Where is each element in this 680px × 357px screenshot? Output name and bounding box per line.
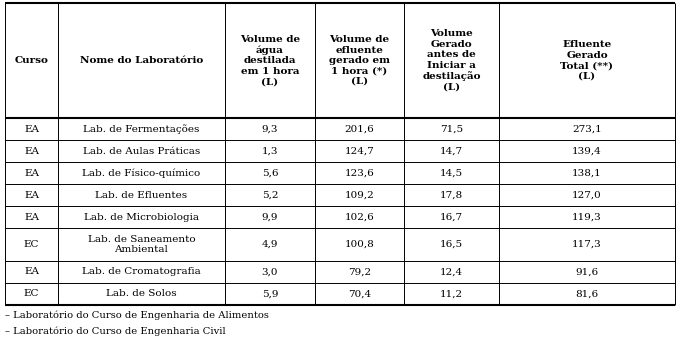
Text: 102,6: 102,6 — [345, 212, 375, 221]
Text: 17,8: 17,8 — [440, 191, 463, 200]
Text: 117,3: 117,3 — [572, 240, 602, 249]
Text: Lab. de Efluentes: Lab. de Efluentes — [95, 191, 188, 200]
Text: 5,9: 5,9 — [262, 290, 278, 298]
Text: Lab. de Fermentações: Lab. de Fermentações — [84, 124, 200, 134]
Text: 124,7: 124,7 — [345, 146, 375, 156]
Text: 16,5: 16,5 — [440, 240, 463, 249]
Text: Curso: Curso — [14, 56, 48, 65]
Text: 201,6: 201,6 — [345, 125, 375, 134]
Text: 127,0: 127,0 — [572, 191, 602, 200]
Text: 70,4: 70,4 — [348, 290, 371, 298]
Text: 9,9: 9,9 — [262, 212, 278, 221]
Text: Lab. de Físico-químico: Lab. de Físico-químico — [82, 168, 201, 178]
Text: 109,2: 109,2 — [345, 191, 375, 200]
Text: EC: EC — [24, 290, 39, 298]
Text: Lab. de Cromatografia: Lab. de Cromatografia — [82, 267, 201, 277]
Text: Lab. de Microbiologia: Lab. de Microbiologia — [84, 212, 199, 221]
Text: EA: EA — [24, 191, 39, 200]
Text: 5,6: 5,6 — [262, 169, 278, 177]
Text: EA: EA — [24, 125, 39, 134]
Text: 11,2: 11,2 — [440, 290, 463, 298]
Text: 119,3: 119,3 — [572, 212, 602, 221]
Text: – Laboratório do Curso de Engenharia Civil: – Laboratório do Curso de Engenharia Civ… — [5, 327, 226, 337]
Text: 71,5: 71,5 — [440, 125, 463, 134]
Text: 273,1: 273,1 — [572, 125, 602, 134]
Text: 123,6: 123,6 — [345, 169, 375, 177]
Text: Efluente
Gerado
Total (**)
(L): Efluente Gerado Total (**) (L) — [560, 40, 613, 81]
Text: 14,7: 14,7 — [440, 146, 463, 156]
Text: Volume de
água
destilada
em 1 hora
(L): Volume de água destilada em 1 hora (L) — [240, 35, 300, 86]
Text: 1,3: 1,3 — [262, 146, 278, 156]
Text: 139,4: 139,4 — [572, 146, 602, 156]
Text: Nome do Laboratório: Nome do Laboratório — [80, 56, 203, 65]
Text: EA: EA — [24, 169, 39, 177]
Text: EA: EA — [24, 146, 39, 156]
Text: EA: EA — [24, 267, 39, 277]
Text: 14,5: 14,5 — [440, 169, 463, 177]
Text: Volume
Gerado
antes de
Iniciar a
destilação
(L): Volume Gerado antes de Iniciar a destila… — [422, 29, 481, 91]
Text: Lab. de Solos: Lab. de Solos — [106, 290, 177, 298]
Text: – Laboratório do Curso de Engenharia de Alimentos: – Laboratório do Curso de Engenharia de … — [5, 311, 269, 321]
Text: 12,4: 12,4 — [440, 267, 463, 277]
Text: 9,3: 9,3 — [262, 125, 278, 134]
Text: 16,7: 16,7 — [440, 212, 463, 221]
Text: Lab. de Saneamento
Ambiental: Lab. de Saneamento Ambiental — [88, 235, 195, 254]
Text: 100,8: 100,8 — [345, 240, 375, 249]
Text: 138,1: 138,1 — [572, 169, 602, 177]
Text: 79,2: 79,2 — [348, 267, 371, 277]
Text: Volume de
efluente
gerado em
1 hora (*)
(L): Volume de efluente gerado em 1 hora (*) … — [329, 35, 390, 86]
Text: Lab. de Aulas Práticas: Lab. de Aulas Práticas — [83, 146, 200, 156]
Text: 91,6: 91,6 — [575, 267, 598, 277]
Text: EA: EA — [24, 212, 39, 221]
Text: 5,2: 5,2 — [262, 191, 278, 200]
Text: EC: EC — [24, 240, 39, 249]
Text: 3,0: 3,0 — [262, 267, 278, 277]
Text: 4,9: 4,9 — [262, 240, 278, 249]
Text: 81,6: 81,6 — [575, 290, 598, 298]
